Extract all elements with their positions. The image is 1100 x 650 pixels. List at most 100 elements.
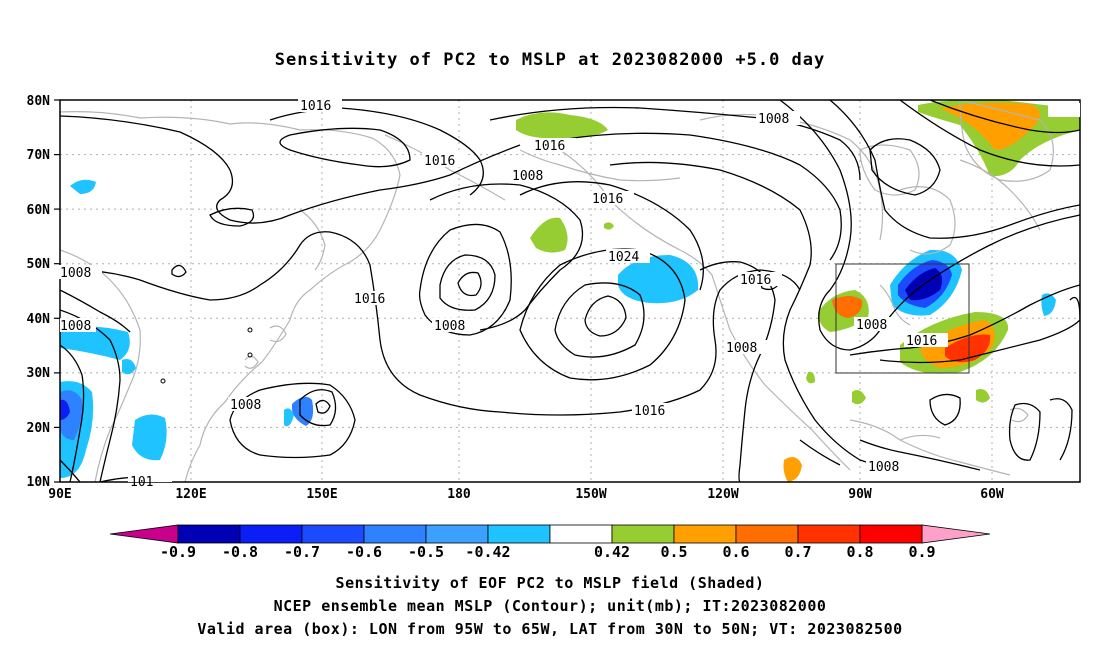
colorbar-label: -0.7 bbox=[284, 543, 320, 561]
lat-tick: 60N bbox=[27, 203, 51, 218]
contour-label: 1008 bbox=[756, 111, 800, 127]
lat-tick: 70N bbox=[27, 148, 51, 163]
svg-text:1016: 1016 bbox=[300, 99, 331, 114]
contour-label: 1008 bbox=[510, 168, 554, 184]
svg-text:1016: 1016 bbox=[740, 273, 771, 288]
contour-label: 1008 bbox=[228, 397, 272, 413]
shade-cyan-mid bbox=[122, 359, 136, 375]
lon-tick: 150W bbox=[575, 487, 606, 502]
colorbar-cell bbox=[363, 524, 427, 544]
contour-label: 1008 bbox=[866, 459, 910, 475]
colorbar-label: 0.7 bbox=[784, 543, 811, 561]
svg-text:1016: 1016 bbox=[634, 404, 665, 419]
contour-label: 1016 bbox=[738, 272, 782, 288]
contour-label: 1016 bbox=[532, 138, 576, 154]
map-frame bbox=[59, 99, 1081, 483]
svg-text:1008: 1008 bbox=[868, 460, 899, 475]
contour-label: 1016 bbox=[632, 403, 676, 419]
sensitivity-shading bbox=[60, 100, 1080, 482]
lon-tick: 90W bbox=[848, 487, 872, 502]
contour-label: 1008 bbox=[60, 318, 96, 334]
colorbar-label: 0.42 bbox=[594, 543, 630, 561]
contour-label: 1008 bbox=[432, 318, 476, 334]
shade-blue-pac bbox=[292, 396, 314, 426]
footer-valid-area: Valid area (box): LON from 95W to 65W, L… bbox=[197, 620, 903, 638]
svg-text:1016: 1016 bbox=[424, 154, 455, 169]
shade-green-gulf bbox=[806, 371, 815, 384]
colorbar-cell bbox=[673, 524, 737, 544]
colorbar-label: -0.6 bbox=[346, 543, 382, 561]
shade-cyan-w1 bbox=[60, 326, 130, 360]
colorbar-cell bbox=[239, 524, 303, 544]
shade-orange-gl2 bbox=[832, 296, 863, 318]
shade-cyan-gulfak bbox=[618, 255, 699, 304]
lon-tick: 60W bbox=[980, 487, 1004, 502]
contour-label: 1024 bbox=[606, 249, 650, 265]
colorbar-cell bbox=[549, 524, 613, 544]
svg-text:1008: 1008 bbox=[856, 318, 887, 333]
svg-text:1008: 1008 bbox=[726, 341, 757, 356]
svg-text:1016: 1016 bbox=[534, 139, 565, 154]
colorbar-low-end bbox=[109, 524, 179, 544]
shade-green-small bbox=[604, 222, 614, 230]
shade-orange-greenland bbox=[940, 102, 1040, 150]
lon-tick: 90E bbox=[48, 487, 71, 502]
colorbar-label: 0.8 bbox=[846, 543, 873, 561]
lat-tick: 50N bbox=[27, 257, 51, 272]
shade-navy-w2 bbox=[60, 399, 70, 420]
lon-tick: 150E bbox=[306, 487, 337, 502]
colorbar: -0.9 -0.8 -0.7 -0.6 -0.5 -0.42 0.42 0.5 0.6 0.7 0.… bbox=[109, 524, 991, 561]
colorbar-cell bbox=[177, 524, 241, 544]
colorbar-cell bbox=[735, 524, 799, 544]
contour-labels: 1016 1016 1016 1008 1008 1016 1024 1016 … bbox=[58, 98, 1080, 490]
shade-cyan-atl bbox=[1041, 293, 1056, 316]
lat-tick: 10N bbox=[27, 475, 51, 490]
svg-text:1024: 1024 bbox=[608, 250, 639, 265]
svg-text:1016: 1016 bbox=[592, 192, 623, 207]
islands bbox=[160, 327, 253, 384]
coastlines bbox=[60, 100, 1054, 482]
chart-title: Sensitivity of PC2 to MSLP at 2023082000… bbox=[274, 50, 826, 70]
colorbar-label: 0.5 bbox=[660, 543, 687, 561]
footer-contour-desc: NCEP ensemble mean MSLP (Contour); unit(… bbox=[273, 597, 827, 615]
colorbar-cell bbox=[797, 524, 861, 544]
shade-cyan-sea bbox=[132, 414, 167, 461]
svg-text:1008: 1008 bbox=[230, 398, 261, 413]
svg-text:1008: 1008 bbox=[60, 319, 91, 334]
colorbar-label: 0.6 bbox=[722, 543, 749, 561]
colorbar-label: -0.9 bbox=[160, 543, 196, 561]
lat-axis: 80N 70N 60N 50N 40N 30N 20N 10N bbox=[27, 94, 51, 490]
contour-label: 1016 bbox=[422, 153, 466, 169]
svg-text:1008: 1008 bbox=[434, 319, 465, 334]
shade-green-bering bbox=[516, 112, 608, 139]
svg-text:1016: 1016 bbox=[354, 292, 385, 307]
contour-label: 1008 bbox=[58, 265, 102, 281]
contour-label: 1008 bbox=[724, 340, 768, 356]
colorbar-cell bbox=[611, 524, 675, 544]
colorbar-label: 0.9 bbox=[908, 543, 935, 561]
contour-label: 101 bbox=[128, 474, 172, 490]
valid-area-box bbox=[835, 263, 970, 374]
colorbar-label: -0.5 bbox=[408, 543, 444, 561]
shade-green-gulf2 bbox=[852, 390, 866, 405]
lat-tick: 80N bbox=[27, 94, 51, 109]
colorbar-high-end bbox=[921, 524, 991, 544]
lat-tick: 30N bbox=[27, 366, 51, 381]
svg-text:1008: 1008 bbox=[60, 266, 91, 281]
lon-axis: 90E 120E 150E 180 150W 120W 90W 60W bbox=[48, 487, 1004, 502]
colorbar-cell bbox=[425, 524, 489, 544]
lon-tick: 120W bbox=[707, 487, 738, 502]
colorbar-label: -0.42 bbox=[465, 543, 510, 561]
colorbar-label: -0.8 bbox=[222, 543, 258, 561]
shade-cyan-pac bbox=[284, 408, 294, 427]
contour-label: 1016 bbox=[590, 191, 634, 207]
shade-green-atl bbox=[976, 389, 990, 403]
contour-label: 1016 bbox=[298, 98, 342, 114]
lat-ticks bbox=[54, 99, 60, 483]
shade-green-alaska bbox=[530, 217, 568, 253]
contour-label bbox=[1048, 103, 1080, 117]
shade-cyan-nw bbox=[70, 179, 96, 194]
lon-tick: 180 bbox=[447, 487, 471, 502]
colorbar-cell bbox=[487, 524, 551, 544]
